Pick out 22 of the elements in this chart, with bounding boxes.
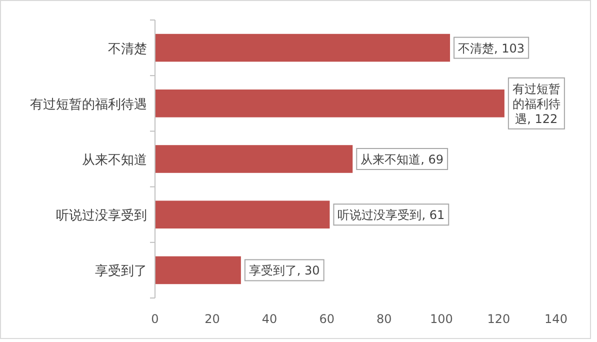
data-label: 从来不知道, 69 — [360, 152, 444, 166]
x-tick-label: 0 — [151, 312, 159, 326]
y-tick-label: 有过短暂的福利待遇 — [30, 97, 147, 112]
y-tick-label: 享受到了 — [95, 263, 147, 280]
y-tick-label: 从来不知道 — [82, 153, 147, 168]
x-tick-label: 140 — [544, 312, 568, 326]
data-label: 享受到了, 30 — [248, 264, 320, 278]
data-label: 有过短暂的福利待遇, 122 — [508, 77, 565, 130]
x-tick-label: 80 — [376, 312, 392, 326]
x-tick-label: 100 — [430, 312, 453, 326]
x-tick-label: 60 — [319, 312, 334, 326]
y-tick-label: 听说过没享受到 — [56, 208, 147, 224]
data-label: 不清楚, 103 — [458, 41, 525, 56]
data-label: 听说过没享受到, 61 — [333, 204, 450, 226]
data-label: 从来不知道, 69 — [356, 148, 448, 170]
y-tick-label: 不清楚 — [108, 42, 147, 57]
x-tick-label: 40 — [262, 312, 278, 326]
data-label: 不清楚, 103 — [454, 36, 530, 59]
x-tick-label: 20 — [204, 312, 220, 326]
data-label: 听说过没享受到, 61 — [338, 208, 445, 222]
data-label: 享受到了, 30 — [244, 259, 324, 282]
x-tick-label: 120 — [487, 312, 510, 326]
